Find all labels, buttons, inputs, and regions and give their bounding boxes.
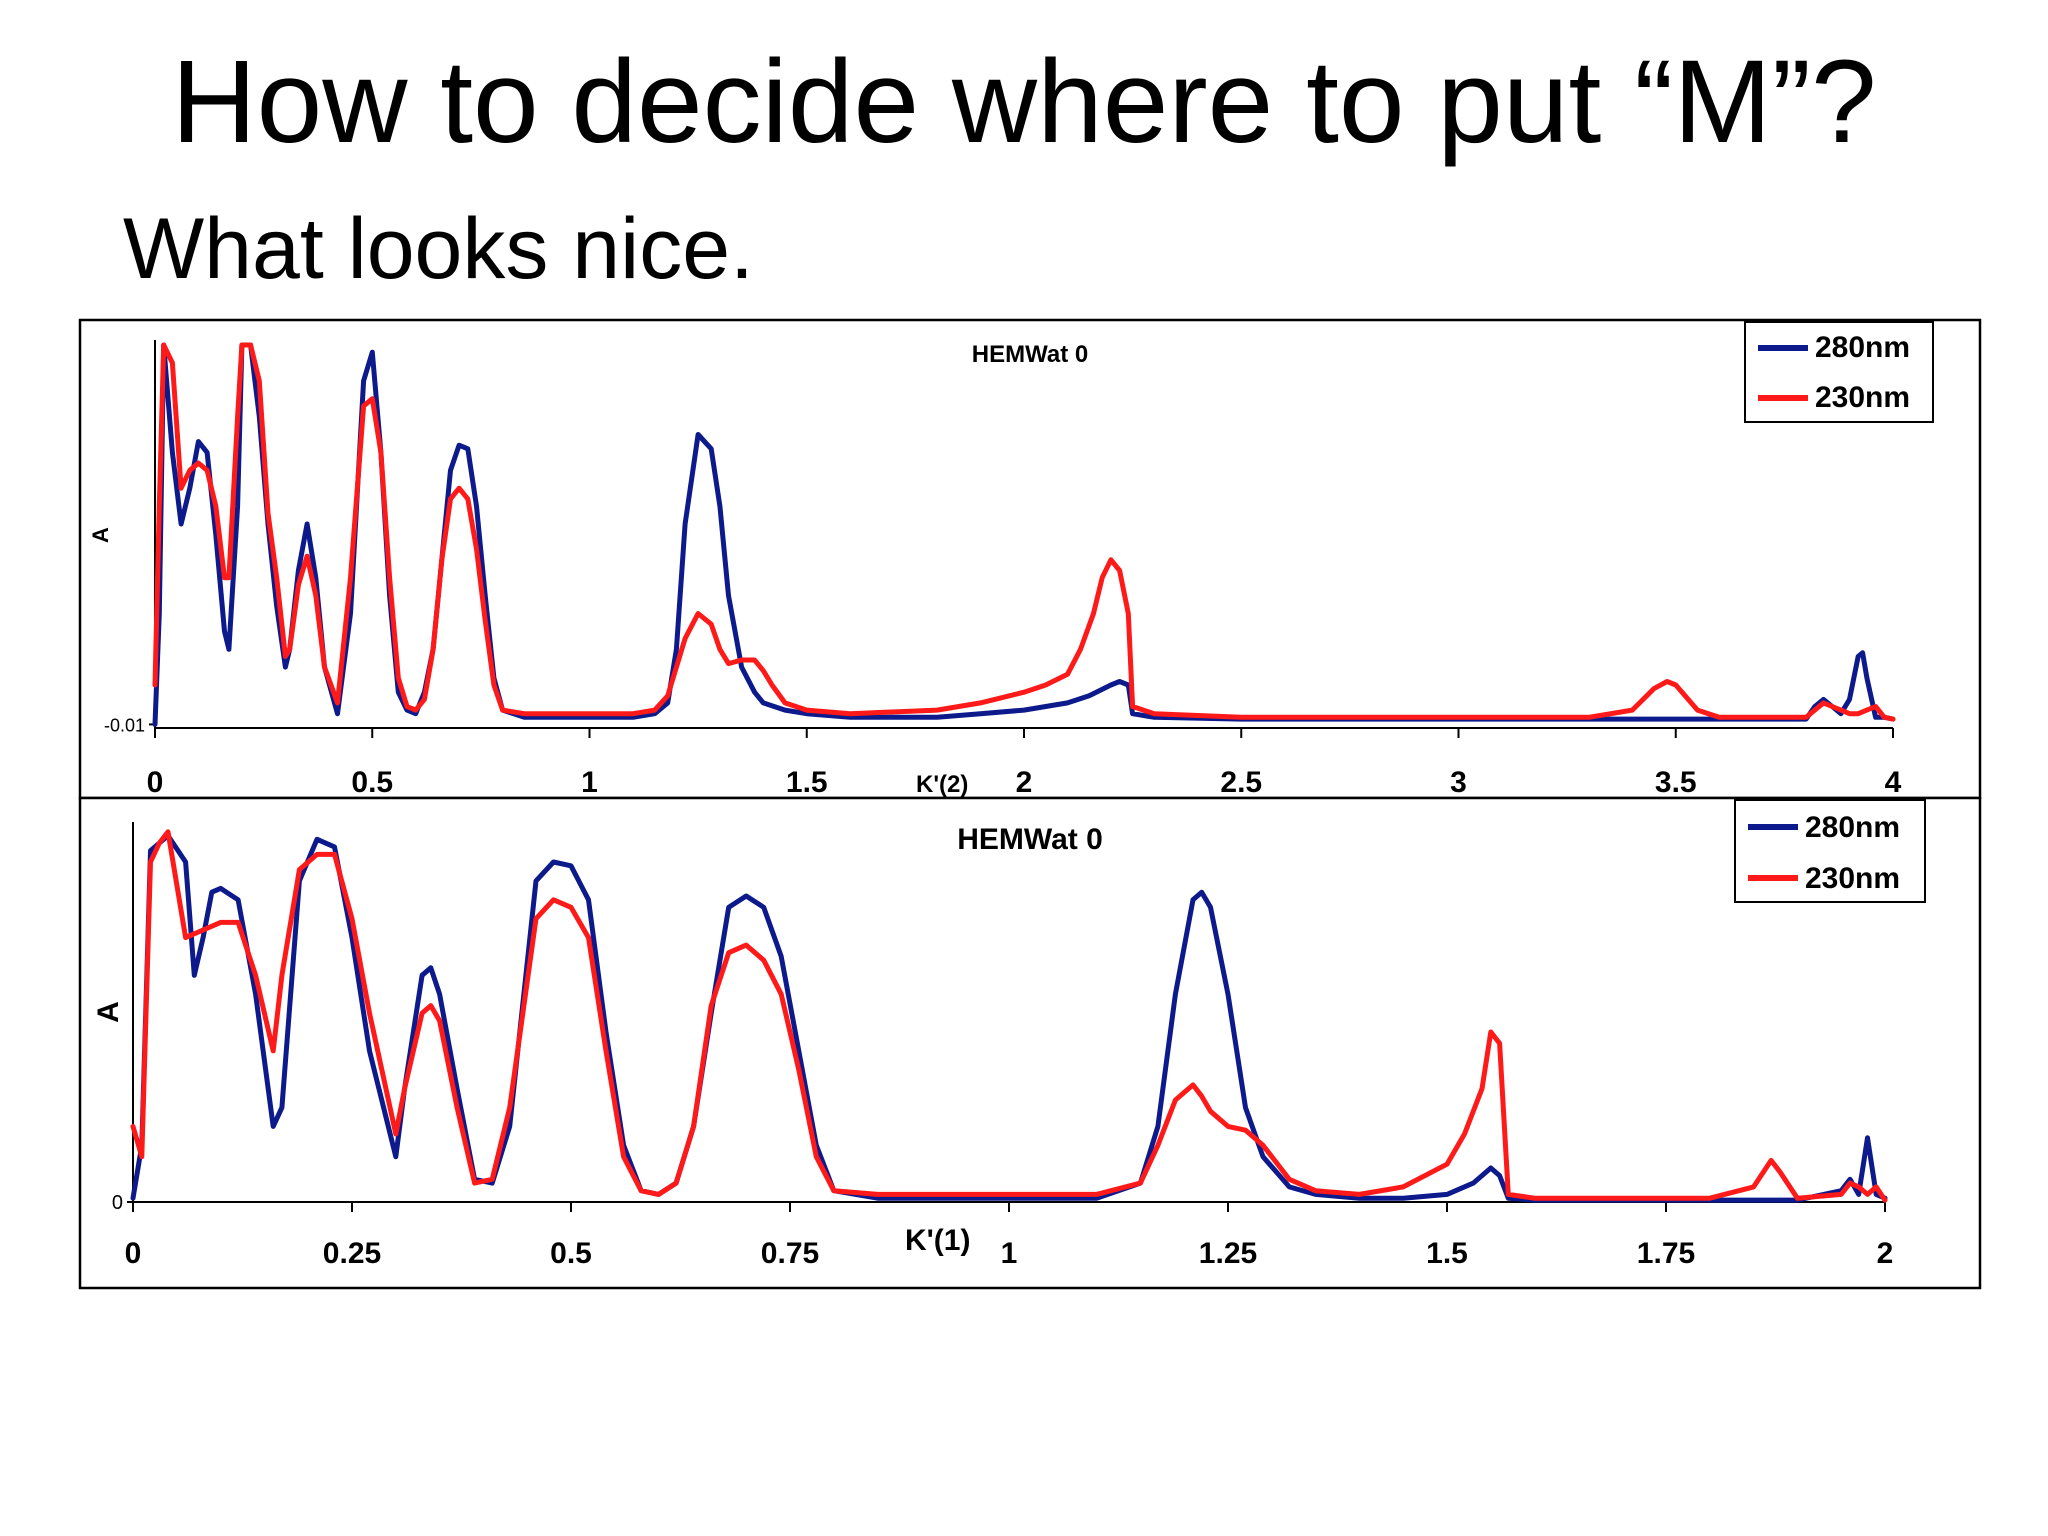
slide-title: How to decide where to put “M”?	[171, 36, 1877, 168]
chart-1-x-ticks: 0 0.5 1 1.5 2 2.5 3 3.5 4	[147, 728, 1902, 799]
chart-2-x-tick-label: 1.25	[1199, 1237, 1257, 1270]
chart-2-x-tick-label: 0	[125, 1237, 142, 1270]
chart-2-y-axis-title: A	[92, 1001, 125, 1023]
chart-1-legend: 280nm 230nm	[1744, 321, 1934, 423]
chart-2-x-tick-label: 0.25	[323, 1237, 381, 1270]
chart-1-x-tick-label: 4	[1885, 766, 1902, 799]
chart-2-x-tick-label: 0.5	[550, 1237, 592, 1270]
chart-1-legend-label-230: 230nm	[1815, 381, 1910, 414]
chart-1-x-tick-label: 2.5	[1220, 766, 1262, 799]
chart-1-y-axis-title: A	[88, 527, 113, 543]
chart-2: 0 0.25 0.5 0.75 1 1.25 1.5 1.75 2 0 HEMWat 0 K'(…	[78, 796, 1982, 1290]
chart-1-x-tick-label: 1.5	[786, 766, 828, 799]
chart-1-series-230nm	[152, 342, 1896, 722]
chart-1-x-tick-label: 0.5	[351, 766, 393, 799]
slide-subtitle: What looks nice.	[123, 201, 754, 297]
chart-1-x-tick-label: 3.5	[1655, 766, 1697, 799]
chart-2-legend-box	[1734, 799, 1926, 903]
chart-1-x-tick-label: 0	[147, 766, 164, 799]
chart-2-legend-label-280: 280nm	[1805, 811, 1900, 844]
chart-1-x-axis-title: K'(2)	[916, 771, 968, 798]
chart-1-legend-box	[1744, 321, 1934, 423]
chart-1: 0 0.5 1 1.5 2 2.5 3 3.5 4 -0.01 HEMWat 0 K'(2) A…	[78, 318, 1982, 800]
chart-2-x-ticks: 0 0.25 0.5 0.75 1 1.25 1.5 1.75 2	[125, 1202, 1894, 1270]
chart-2-x-tick-label: 1	[1001, 1237, 1018, 1270]
chart-2-frame	[78, 796, 1982, 1290]
chart-2-x-tick-label: 1.75	[1637, 1237, 1695, 1270]
chart-2-series-280nm	[130, 833, 1888, 1203]
chart-2-series-230nm	[130, 829, 1888, 1203]
chart-1-x-tick-label: 1	[581, 766, 598, 799]
chart-2-x-tick-label: 2	[1877, 1237, 1894, 1270]
chart-2-plot-area	[130, 829, 1888, 1203]
chart-2-legend: 280nm 230nm	[1734, 799, 1926, 903]
chart-1-title: HEMWat 0	[972, 341, 1088, 368]
chart-1-y-tick-label: -0.01	[104, 715, 145, 735]
chart-2-legend-label-230: 230nm	[1805, 862, 1900, 895]
chart-1-legend-label-280: 280nm	[1815, 331, 1910, 364]
chart-2-y-ticks: 0	[112, 1192, 133, 1214]
chart-1-x-tick-label: 2	[1016, 766, 1033, 799]
chart-2-x-axis-title: K'(1)	[905, 1224, 970, 1257]
chart-2-title: HEMWat 0	[957, 823, 1103, 856]
chart-2-y-tick-label: 0	[112, 1192, 123, 1214]
chart-1-x-tick-label: 3	[1450, 766, 1467, 799]
chart-2-x-tick-label: 1.5	[1426, 1237, 1468, 1270]
chart-2-x-tick-label: 0.75	[761, 1237, 819, 1270]
chart-1-plot-area	[152, 342, 1896, 727]
